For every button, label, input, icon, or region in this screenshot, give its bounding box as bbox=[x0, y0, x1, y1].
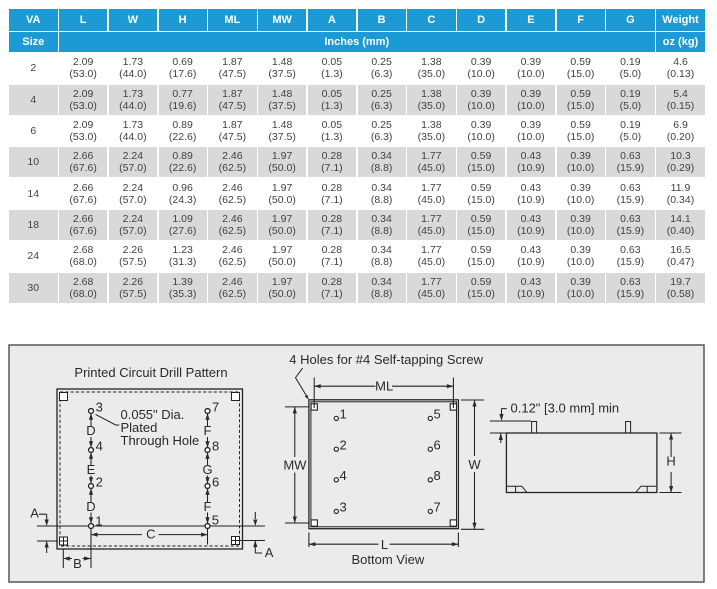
svg-text:F: F bbox=[204, 423, 212, 438]
svg-text:E: E bbox=[87, 462, 96, 477]
svg-text:5: 5 bbox=[434, 407, 441, 422]
svg-text:6: 6 bbox=[434, 438, 441, 453]
svg-text:D: D bbox=[86, 499, 95, 514]
svg-text:7: 7 bbox=[434, 500, 441, 515]
svg-text:4: 4 bbox=[96, 439, 103, 454]
svg-text:Bottom View: Bottom View bbox=[352, 552, 425, 567]
svg-text:H: H bbox=[666, 454, 675, 469]
svg-text:W: W bbox=[468, 457, 481, 472]
svg-text:0.12" [3.0 mm] min: 0.12" [3.0 mm] min bbox=[511, 400, 620, 415]
svg-text:D: D bbox=[86, 423, 95, 438]
svg-text:A: A bbox=[265, 545, 274, 560]
svg-text:1: 1 bbox=[340, 407, 347, 422]
svg-text:L: L bbox=[381, 537, 388, 552]
svg-text:6: 6 bbox=[212, 475, 219, 490]
svg-text:A: A bbox=[30, 506, 39, 521]
svg-text:3: 3 bbox=[96, 400, 103, 415]
svg-text:2: 2 bbox=[340, 438, 347, 453]
svg-text:Plated: Plated bbox=[121, 420, 158, 435]
svg-text:5: 5 bbox=[212, 513, 219, 528]
svg-text:Through Hole: Through Hole bbox=[121, 433, 200, 448]
svg-text:3: 3 bbox=[340, 500, 347, 515]
svg-text:G: G bbox=[202, 462, 212, 477]
svg-text:4 Holes for #4 Self-tapping Sc: 4 Holes for #4 Self-tapping Screw bbox=[289, 352, 483, 367]
svg-text:0.055" Dia.: 0.055" Dia. bbox=[121, 407, 185, 422]
svg-text:8: 8 bbox=[434, 468, 441, 483]
svg-text:Printed Circuit Drill Pattern: Printed Circuit Drill Pattern bbox=[74, 365, 227, 380]
svg-text:2: 2 bbox=[96, 475, 103, 490]
svg-text:1: 1 bbox=[95, 514, 102, 529]
svg-text:B: B bbox=[73, 556, 82, 571]
svg-text:MW: MW bbox=[283, 458, 307, 473]
svg-text:F: F bbox=[204, 499, 212, 514]
svg-text:ML: ML bbox=[375, 379, 393, 394]
svg-text:7: 7 bbox=[212, 400, 219, 415]
svg-text:C: C bbox=[146, 527, 155, 542]
svg-text:4: 4 bbox=[340, 468, 347, 483]
svg-text:8: 8 bbox=[212, 439, 219, 454]
